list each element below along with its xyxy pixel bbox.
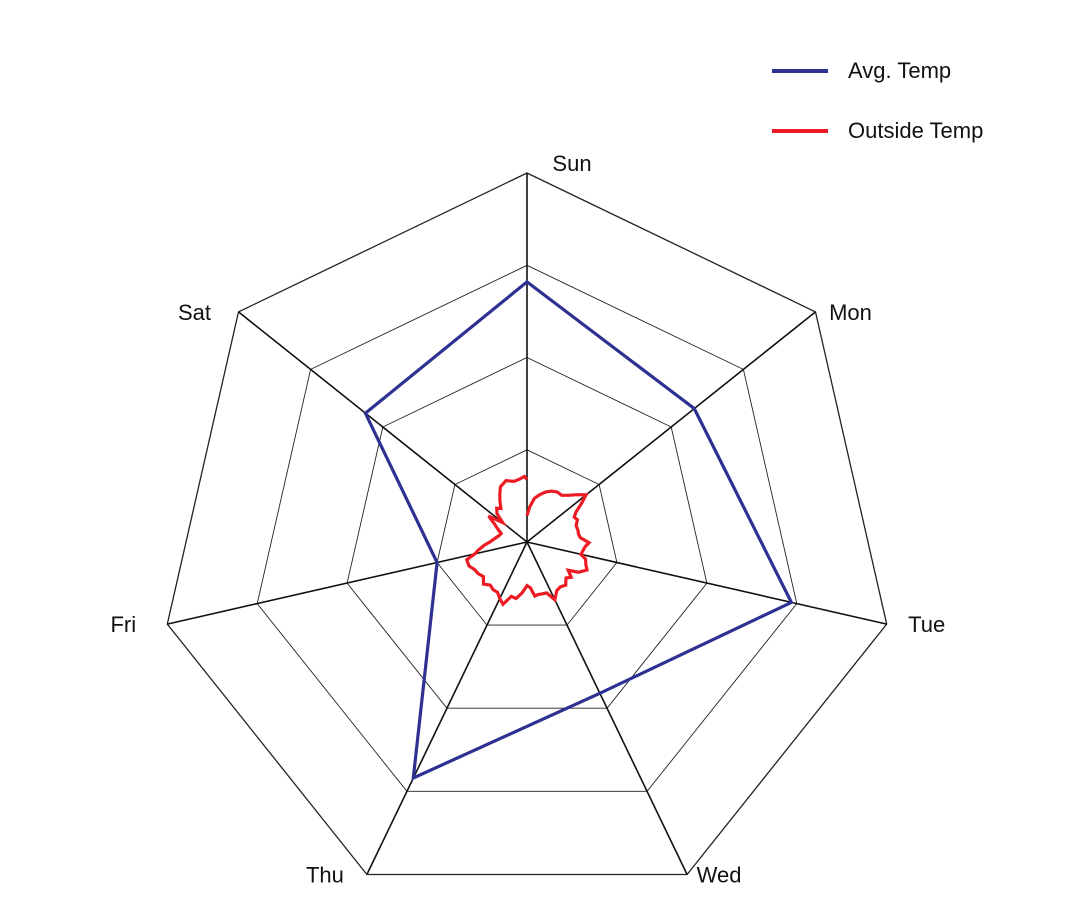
legend-label-avg-temp: Avg. Temp (848, 58, 952, 83)
series-line-avg-temp (363, 279, 794, 781)
spoke-tue (526, 541, 887, 625)
spoke-mon (526, 311, 816, 543)
legend-item-avg-temp[interactable]: Avg. Temp (772, 56, 951, 86)
axis-labels: Sun Mon Tue Wed Thu Fri Sat (110, 151, 945, 888)
axis-label-sat: Sat (178, 300, 211, 325)
axis-label-thu: Thu (306, 863, 344, 888)
grid-ring-3 (256, 264, 798, 792)
axis-label-fri: Fri (110, 612, 136, 637)
legend-item-outside-temp[interactable]: Outside Temp (772, 116, 983, 146)
axis-label-sun: Sun (552, 151, 591, 176)
spoke-fri (167, 541, 528, 625)
spoke-sat (238, 311, 528, 543)
series-line-outside-temp (464, 474, 592, 607)
radar-grid (166, 172, 888, 876)
radar-spokes (167, 173, 887, 875)
legend-swatch-avg-temp (772, 69, 828, 73)
grid-ring-4 (166, 172, 888, 876)
legend-swatch-outside-temp (772, 129, 828, 133)
grid-ring-2 (346, 357, 708, 709)
axis-label-wed: Wed (697, 863, 742, 888)
axis-label-tue: Tue (908, 612, 945, 637)
radar-series (363, 279, 794, 781)
legend-label-outside-temp: Outside Temp (848, 118, 984, 143)
axis-label-mon: Mon (829, 300, 872, 325)
grid-ring-1 (436, 449, 618, 626)
